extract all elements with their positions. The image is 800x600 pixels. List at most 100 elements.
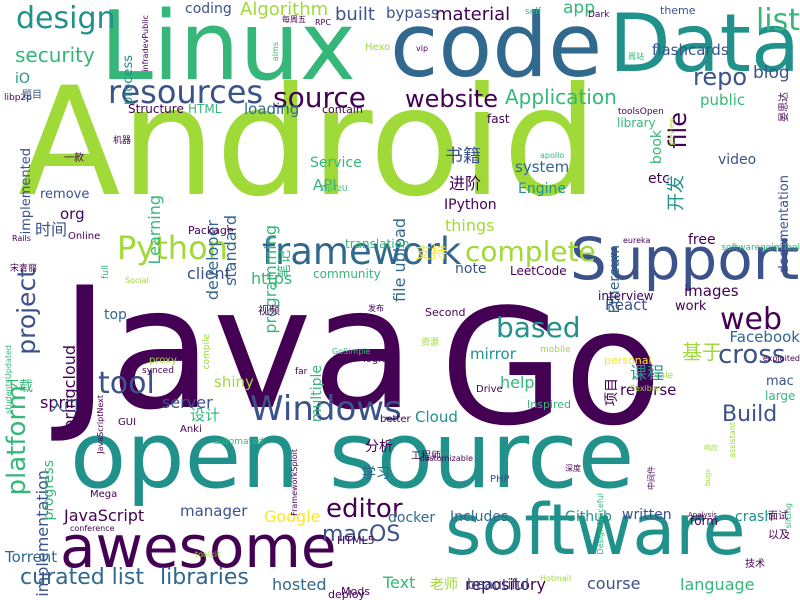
cloud-word-social-146: Social xyxy=(125,276,149,285)
cloud-word-infradevpublic-158: infradevPublic xyxy=(141,15,150,72)
cloud-word-ziptzu-198: ZipTzU xyxy=(320,184,348,193)
cloud-word-cjk-182: 以及 xyxy=(768,528,790,541)
cloud-word-file-upload-78: file upload xyxy=(390,218,409,302)
cloud-word-open-source-6: open source xyxy=(70,402,635,509)
cloud-word-service-77: Service xyxy=(310,155,362,171)
cloud-word-go-2: Go xyxy=(440,274,662,461)
cloud-word-gui-120: GUI xyxy=(118,417,137,428)
cloud-word-macos-31: macOS xyxy=(322,522,401,547)
cloud-word-better-139: better xyxy=(380,414,411,425)
cloud-word-analysis-154: Analysis xyxy=(688,511,717,519)
cloud-word-cjk-185: 视频 xyxy=(258,304,280,317)
cloud-word-cjk-193: 深度 xyxy=(565,464,581,473)
cloud-word-web-16: web xyxy=(720,302,783,337)
cloud-word-cjk-183: 面试 xyxy=(768,511,788,522)
cloud-word-gosimple-135: GoSimple xyxy=(332,347,371,356)
cloud-word-mac-95: mac xyxy=(766,374,794,389)
cloud-word-progress-88: progress xyxy=(41,460,57,521)
cloud-word-cjk-194: 中间件 xyxy=(647,466,656,490)
cloud-word-system-75: system xyxy=(515,158,570,176)
cloud-word-cjk-186: 发布 xyxy=(368,304,384,313)
cloud-word-build-26: Build xyxy=(722,402,778,427)
cloud-word-package-113: Package xyxy=(188,224,234,237)
cloud-word-mods-118: Mods xyxy=(341,585,370,598)
cloud-word-spring-84: spring xyxy=(40,393,90,412)
cloud-word-curated-list-32: curated list xyxy=(20,565,144,590)
cloud-word-designgraceful-161: DesignGraceful xyxy=(596,493,605,555)
cloud-word-javascript-49: JavaScript xyxy=(64,506,145,525)
cloud-word-rails-155: Rails xyxy=(12,234,31,243)
cloud-word-anki-121: Anki xyxy=(180,424,202,435)
cloud-word-mobile-143: mobile xyxy=(540,345,571,355)
cloud-word-engine-76: Engine xyxy=(518,181,566,197)
cloud-word-exploited-142: exploited xyxy=(762,354,800,363)
cloud-word-remove-99: remove xyxy=(40,187,90,202)
cloud-word-hotmail-153: Hotmail xyxy=(540,574,572,583)
cloud-word-cjk-196: 周站 xyxy=(628,52,644,61)
cloud-word-complete-20: complete xyxy=(465,235,596,268)
cloud-word-windows-10: Windows xyxy=(250,389,402,429)
cloud-word-material-35: material xyxy=(435,4,511,25)
cloud-word-linux-3: Linux xyxy=(100,0,356,102)
cloud-word-springcloud-83: springcloud xyxy=(60,345,79,439)
cloud-word-cjk-168: 开发 xyxy=(666,175,687,211)
cloud-word-drive-125: Drive xyxy=(476,384,503,395)
cloud-word-full-145: full xyxy=(101,265,111,279)
cloud-word-crash-62: crash xyxy=(735,509,774,525)
cloud-word-software-7: software xyxy=(445,489,746,571)
cloud-word-reverse-68: reverse xyxy=(620,381,677,399)
cloud-word-work-106: work xyxy=(675,299,707,314)
cloud-word-theme-42: theme xyxy=(660,4,696,17)
cloud-word-website-18: website xyxy=(405,85,498,113)
cloud-word-eureka-141: eureka xyxy=(623,236,651,245)
cloud-word-process-97: process xyxy=(121,55,136,105)
cloud-word-github-61: Github xyxy=(565,509,612,525)
cloud-word-html-101: HTML xyxy=(188,102,222,116)
cloud-word-built-36: built xyxy=(335,4,375,25)
cloud-word-ethereum-89: Ethereum xyxy=(607,245,623,314)
cloud-word-toolkit-152: toolkit xyxy=(195,550,221,559)
cloud-word-cjk-188: 题目 xyxy=(22,90,42,101)
cloud-word-second-110: Second xyxy=(425,306,466,319)
cloud-word-text-52: Text xyxy=(383,573,416,592)
cloud-word-libraries-33: libraries xyxy=(160,565,249,590)
cloud-word-blog-37: blog xyxy=(753,63,790,83)
cloud-word-written-58: written xyxy=(622,507,672,523)
cloud-word-javascriptnext-159: JavaScriptNext xyxy=(96,395,105,454)
cloud-word-cjk-190: 机器 xyxy=(113,136,132,146)
cloud-word-far-123: far xyxy=(295,367,308,377)
cloud-word-book-94: book xyxy=(649,130,665,165)
cloud-word-loading-43: loading xyxy=(244,100,300,118)
cloud-word-cjk-166: 书籍 xyxy=(445,146,481,167)
cloud-word-android-0: Android xyxy=(18,56,598,230)
cloud-word-cjk-172: 基于 xyxy=(682,340,722,364)
cloud-word-automated-140: automated xyxy=(214,437,264,447)
cloud-word-resources-13: resources xyxy=(108,73,264,111)
cloud-word-react-66: React xyxy=(605,296,648,314)
cloud-word-java-1: Java xyxy=(60,251,415,447)
cloud-word-toolsopen-157: toolsOpen xyxy=(618,107,664,117)
cloud-word-facebook-64: Facebook xyxy=(729,328,800,346)
cloud-word-translation-112: translation xyxy=(345,237,410,251)
cloud-word-cjk-170: 笔记 xyxy=(277,250,293,278)
cloud-word-libp2p-134: libp2p xyxy=(4,93,32,103)
cloud-word-mirror-67: mirror xyxy=(470,345,516,363)
cloud-word-cross-25: cross xyxy=(718,340,786,370)
cloud-word-top-86: top xyxy=(104,307,127,323)
cloud-word-mega-122: Mega xyxy=(90,489,118,500)
cloud-word-dark-129: Dark xyxy=(588,10,610,20)
cloud-word-synced-136: synced xyxy=(142,366,174,376)
cloud-word-logic-124: logic xyxy=(363,354,387,365)
cloud-word-community-111: community xyxy=(313,267,381,281)
cloud-word-language-55: language xyxy=(680,575,755,594)
cloud-word-data-5: Data xyxy=(608,0,800,90)
cloud-word-flashcards-38: flashcards xyxy=(652,41,729,59)
cloud-word-application-29: Application xyxy=(505,85,617,109)
cloud-word-cjk-191: 宋青丽 xyxy=(10,264,38,274)
cloud-word-cjk-184: 技术 xyxy=(745,559,765,570)
cloud-word-customizable-150: customizable xyxy=(420,454,474,463)
cloud-word-structure-100: Structure xyxy=(128,102,184,116)
cloud-word-cjk-179: 老师 xyxy=(430,577,458,593)
cloud-word-cjk-181: 工程师 xyxy=(411,451,441,462)
